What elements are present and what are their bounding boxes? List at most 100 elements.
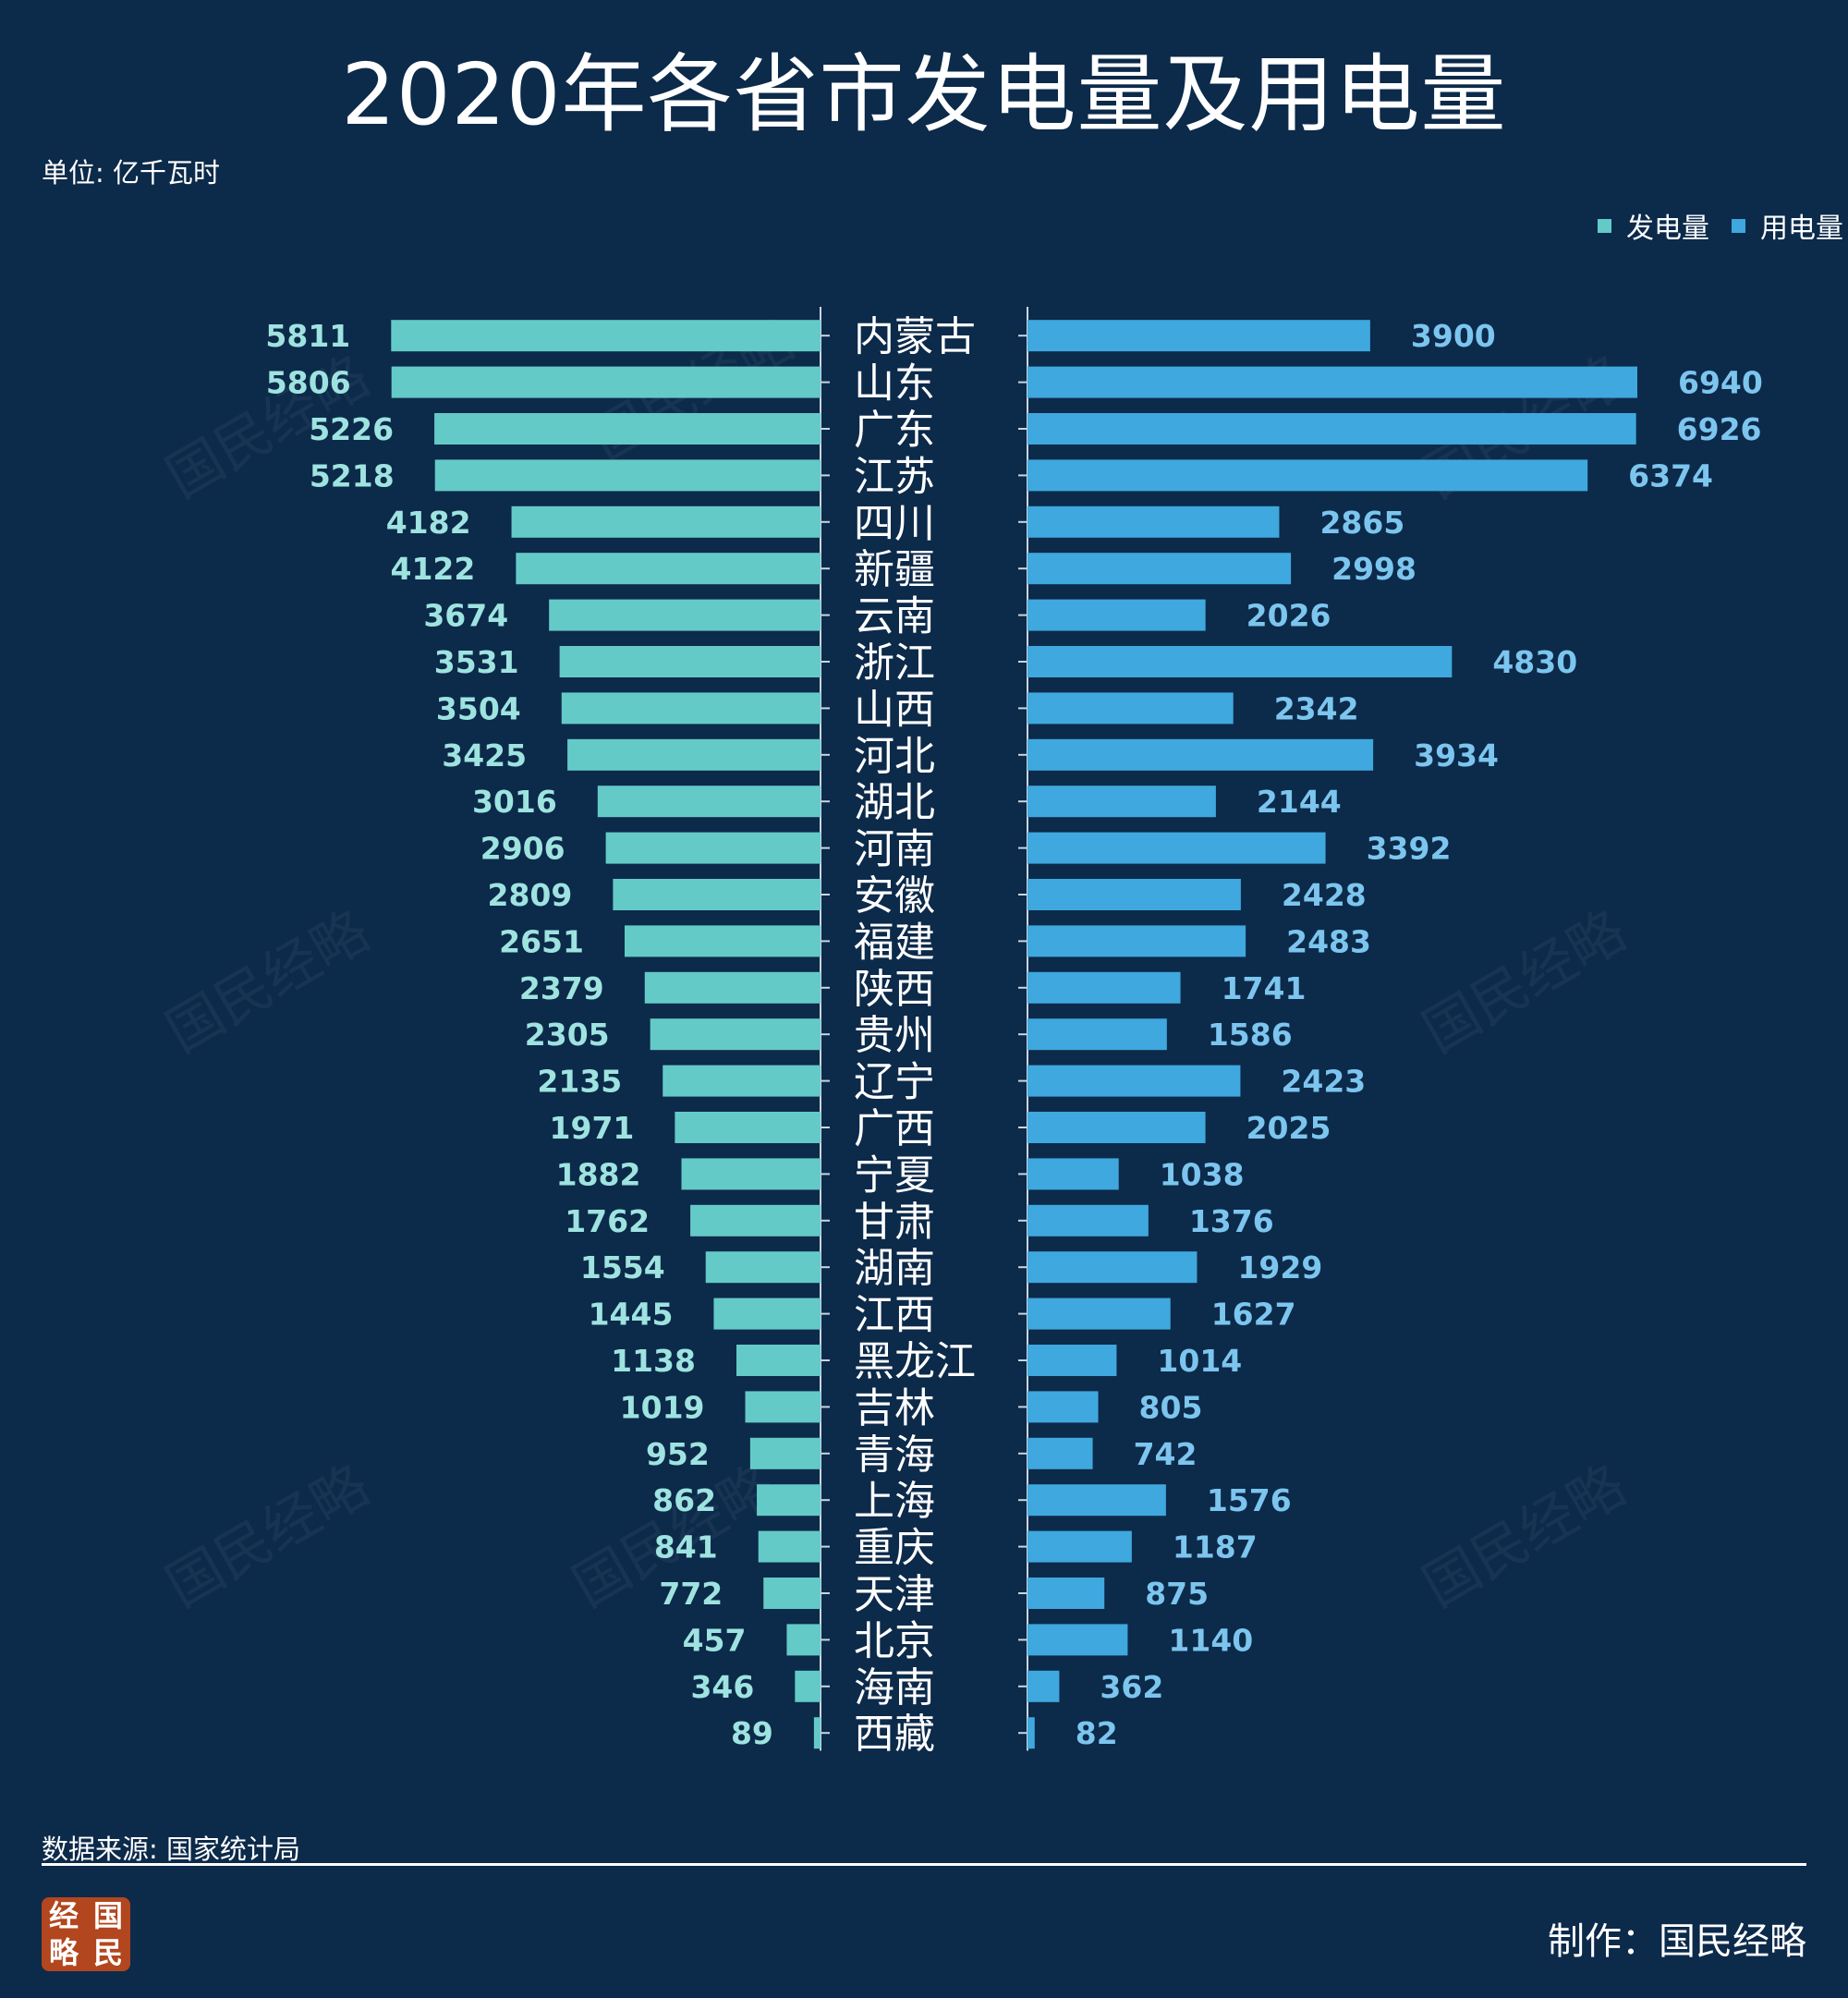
consumption-bar — [1027, 1578, 1105, 1609]
legend-label-consumption: 用电量 — [1760, 213, 1843, 245]
consumption-bar — [1027, 1112, 1206, 1143]
unit-label: 单位: 亿千瓦时 — [42, 157, 220, 189]
generation-bar — [605, 832, 821, 864]
consumption-bar — [1027, 599, 1206, 631]
consumption-value-label: 4830 — [1492, 644, 1577, 680]
generation-value-label: 346 — [690, 1669, 754, 1705]
generation-value-label: 1445 — [589, 1297, 674, 1333]
category-label: 贵州 — [854, 1012, 935, 1059]
category-label: 福建 — [854, 919, 935, 966]
credit-label: 制作：国民经略 — [1548, 1920, 1806, 1963]
generation-value-label: 772 — [659, 1576, 723, 1612]
consumption-value-label: 2428 — [1282, 877, 1367, 913]
category-label: 辽宁 — [854, 1059, 935, 1106]
consumption-bar — [1027, 1670, 1060, 1702]
footer-divider — [42, 1863, 1806, 1866]
generation-value-label: 2135 — [537, 1064, 622, 1100]
generation-value-label: 952 — [646, 1436, 710, 1472]
consumption-bar — [1027, 832, 1326, 864]
consumption-bar — [1027, 1297, 1171, 1330]
consumption-value-label: 1038 — [1160, 1156, 1245, 1192]
consumption-value-label: 1929 — [1237, 1249, 1322, 1285]
generation-bar — [736, 1345, 821, 1376]
category-label: 山东 — [854, 360, 935, 408]
legend-label-generation: 发电量 — [1626, 213, 1709, 245]
category-label: 山西 — [854, 686, 935, 733]
category-label: 天津 — [854, 1571, 935, 1618]
category-label: 云南 — [854, 593, 935, 640]
category-label: 吉林 — [854, 1384, 935, 1431]
logo-char: 经 — [48, 1898, 79, 1933]
generation-value-label: 3016 — [472, 784, 557, 820]
consumption-value-label: 742 — [1134, 1436, 1198, 1472]
generation-bar — [391, 320, 821, 352]
consumption-bar — [1027, 1158, 1119, 1190]
consumption-bar — [1027, 1391, 1099, 1423]
consumption-value-label: 1741 — [1222, 970, 1307, 1006]
generation-value-label: 2809 — [488, 877, 573, 913]
consumption-bar — [1027, 1345, 1117, 1376]
consumption-value-label: 2865 — [1319, 505, 1404, 541]
brand-logo: 经 国 略 民 — [42, 1897, 130, 1971]
generation-bar — [675, 1112, 821, 1143]
consumption-bar — [1027, 1251, 1198, 1284]
generation-bar — [749, 1437, 821, 1469]
category-label: 浙江 — [854, 640, 935, 687]
consumption-bar — [1027, 459, 1588, 492]
logo-char: 国 — [92, 1898, 123, 1933]
consumption-value-label: 6940 — [1678, 365, 1763, 401]
consumption-bar — [1027, 971, 1181, 1004]
generation-bar — [511, 506, 821, 538]
legend-swatch-generation — [1598, 218, 1611, 233]
category-label: 广西 — [854, 1105, 935, 1152]
watermark-text: 国民经略 — [156, 898, 381, 1066]
consumption-bar — [1027, 925, 1246, 957]
generation-bar — [795, 1670, 821, 1702]
consumption-value-label: 1140 — [1168, 1622, 1253, 1658]
data-source: 数据来源: 国家统计局 — [42, 1834, 300, 1865]
generation-bar — [516, 553, 821, 585]
generation-value-label: 457 — [683, 1622, 747, 1658]
generation-bar — [813, 1717, 821, 1749]
category-label: 陕西 — [854, 966, 935, 1013]
logo-char: 略 — [48, 1935, 79, 1970]
consumption-bar — [1027, 786, 1216, 818]
category-label: 青海 — [854, 1431, 935, 1479]
generation-bar — [786, 1624, 821, 1656]
category-label: 安徽 — [854, 872, 935, 920]
category-label: 湖北 — [854, 779, 935, 826]
consumption-value-label: 82 — [1076, 1715, 1118, 1751]
consumption-bar — [1027, 320, 1370, 352]
generation-value-label: 1554 — [580, 1249, 665, 1285]
generation-bar — [597, 786, 821, 818]
consumption-bar — [1027, 646, 1453, 677]
generation-bar — [690, 1204, 821, 1237]
generation-value-label: 3504 — [436, 690, 521, 726]
generation-bar — [434, 413, 821, 445]
generation-value-label: 89 — [731, 1715, 773, 1751]
watermark-text: 国民经略 — [1413, 1453, 1637, 1620]
consumption-value-label: 362 — [1100, 1669, 1163, 1705]
consumption-value-label: 1627 — [1211, 1297, 1296, 1333]
generation-value-label: 2305 — [525, 1017, 610, 1053]
generation-value-label: 3531 — [434, 644, 519, 680]
generation-bar — [434, 459, 821, 492]
generation-value-label: 5218 — [310, 457, 395, 493]
generation-bar — [757, 1484, 821, 1517]
consumption-value-label: 805 — [1139, 1389, 1203, 1425]
generation-value-label: 2906 — [480, 831, 565, 867]
consumption-value-label: 1376 — [1189, 1203, 1274, 1239]
generation-bar — [561, 692, 821, 725]
legend-item-generation: 发电量 — [1598, 205, 1709, 246]
logo-char: 民 — [92, 1935, 123, 1970]
category-label: 广东 — [854, 407, 935, 454]
consumption-bar — [1027, 1484, 1166, 1517]
consumption-bar — [1027, 1065, 1241, 1097]
category-label: 宁夏 — [854, 1151, 935, 1199]
generation-value-label: 5806 — [266, 365, 351, 401]
watermark-text: 国民经略 — [156, 1453, 381, 1620]
watermark-text: 国民经略 — [1413, 898, 1637, 1066]
consumption-value-label: 3934 — [1414, 737, 1499, 774]
generation-value-label: 1882 — [556, 1156, 641, 1192]
consumption-bar — [1027, 879, 1241, 910]
